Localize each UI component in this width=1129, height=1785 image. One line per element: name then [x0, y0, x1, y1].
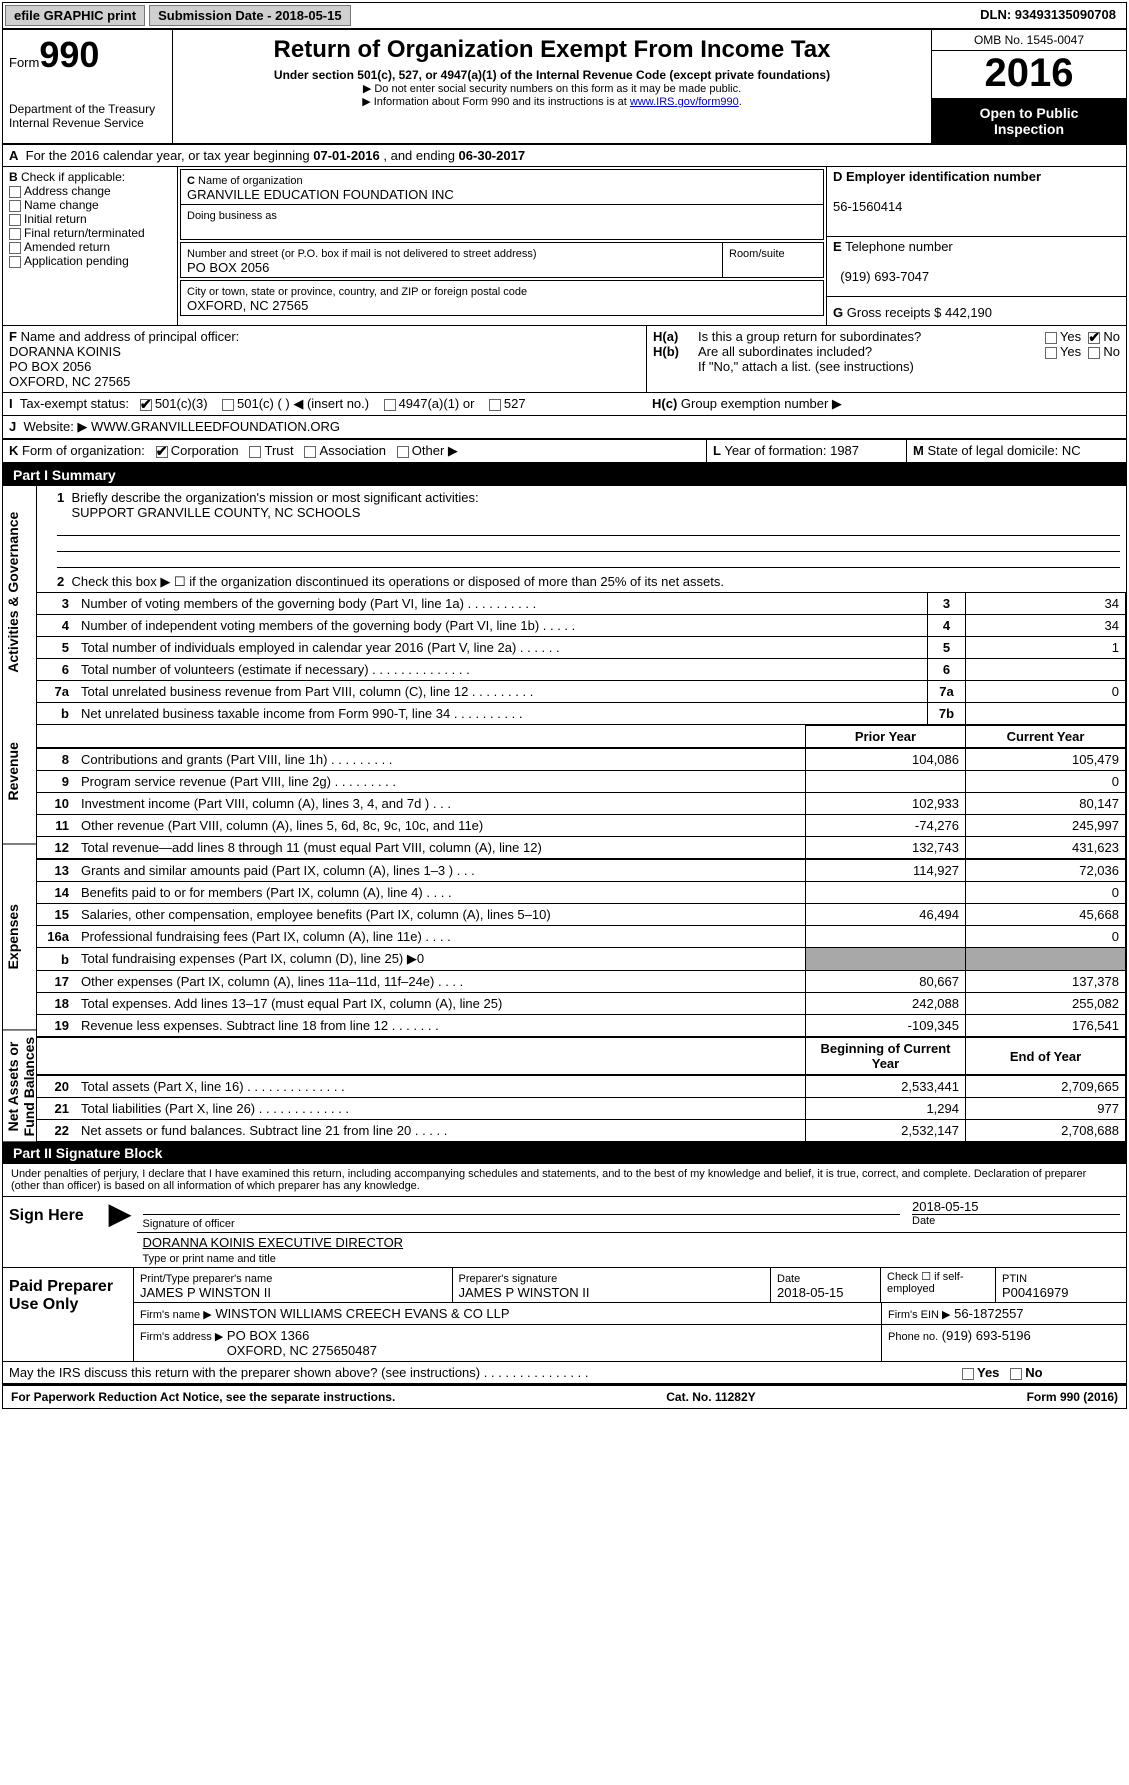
street: PO BOX 2056	[187, 260, 269, 275]
submission-date: Submission Date - 2018-05-15	[149, 5, 351, 26]
section-a: A For the 2016 calendar year, or tax yea…	[3, 145, 1126, 167]
cb-527[interactable]	[489, 399, 501, 411]
form-title: Return of Organization Exempt From Incom…	[185, 36, 919, 64]
page-footer: For Paperwork Reduction Act Notice, see …	[3, 1384, 1126, 1408]
sign-here-block: Sign Here ▶ Signature of officer 2018-05…	[3, 1197, 1126, 1268]
phone: (919) 693-7047	[840, 269, 929, 284]
top-bar: efile GRAPHIC print Submission Date - 20…	[3, 3, 1126, 30]
section-b: B Check if applicable: Address change Na…	[3, 167, 178, 325]
section-klm: K Form of organization: Corporation Trus…	[3, 440, 1126, 464]
open-to-public: Open to PublicInspection	[932, 99, 1126, 143]
form-header: Form990 Department of the Treasury Inter…	[3, 30, 1126, 145]
rev-table: 8Contributions and grants (Part VIII, li…	[37, 748, 1126, 859]
part1-header: Part I Summary	[3, 464, 1126, 486]
dept-treasury: Department of the Treasury	[9, 102, 166, 116]
net-table: 20Total assets (Part X, line 16) . . . .…	[37, 1075, 1126, 1142]
org-name: GRANVILLE EDUCATION FOUNDATION INC	[187, 187, 454, 202]
part2-header: Part II Signature Block	[3, 1142, 1126, 1164]
section-bcdefg: B Check if applicable: Address change Na…	[3, 167, 1126, 326]
section-j: J Website: ▶ WWW.GRANVILLEEDFOUNDATION.O…	[3, 416, 1126, 440]
ssn-note: ▶ Do not enter social security numbers o…	[185, 82, 919, 95]
section-i: I Tax-exempt status: 501(c)(3) 501(c) ( …	[3, 393, 1126, 416]
ein: 56-1560414	[833, 199, 902, 214]
perjury-text: Under penalties of perjury, I declare th…	[3, 1164, 1126, 1197]
tax-year: 2016	[932, 51, 1126, 99]
discuss-yes[interactable]	[962, 1368, 974, 1380]
cb-501c3[interactable]	[140, 399, 152, 411]
efile-button[interactable]: efile GRAPHIC print	[5, 5, 145, 26]
dln: DLN: 93493135090708	[972, 5, 1124, 26]
cb-initial-return[interactable]	[9, 214, 21, 226]
exp-table: 13Grants and similar amounts paid (Part …	[37, 859, 1126, 1037]
discuss-no[interactable]	[1010, 1368, 1022, 1380]
cb-name-change[interactable]	[9, 200, 21, 212]
ha-no[interactable]	[1088, 332, 1100, 344]
rev-hdr: Prior YearCurrent Year	[37, 725, 1126, 748]
form-990-page: efile GRAPHIC print Submission Date - 20…	[2, 2, 1127, 1409]
mission: SUPPORT GRANVILLE COUNTY, NC SCHOOLS	[71, 505, 360, 520]
info-note: ▶ Information about Form 990 and its ins…	[185, 95, 919, 108]
form-number: Form990	[9, 34, 166, 76]
form-subtitle: Under section 501(c), 527, or 4947(a)(1)…	[185, 68, 919, 82]
cb-other[interactable]	[397, 446, 409, 458]
discuss-row: May the IRS discuss this return with the…	[3, 1362, 1126, 1384]
cb-application-pending[interactable]	[9, 256, 21, 268]
cb-final-return[interactable]	[9, 228, 21, 240]
hb-yes[interactable]	[1045, 347, 1057, 359]
irs-label: Internal Revenue Service	[9, 116, 166, 130]
section-deg: D Employer identification number 56-1560…	[826, 167, 1126, 325]
cb-4947[interactable]	[384, 399, 396, 411]
ha-yes[interactable]	[1045, 332, 1057, 344]
cb-address-change[interactable]	[9, 186, 21, 198]
part1-body: Activities & Governance Revenue Expenses…	[3, 486, 1126, 1142]
net-hdr: Beginning of Current YearEnd of Year	[37, 1037, 1126, 1075]
cb-trust[interactable]	[249, 446, 261, 458]
website: WWW.GRANVILLEEDFOUNDATION.ORG	[91, 419, 340, 434]
cb-corp[interactable]	[156, 446, 168, 458]
section-c: C Name of organization GRANVILLE EDUCATI…	[178, 167, 826, 325]
section-fh: F Name and address of principal officer:…	[3, 326, 1126, 393]
paid-preparer-block: Paid Preparer Use Only Print/Type prepar…	[3, 1268, 1126, 1362]
gov-table: 3Number of voting members of the governi…	[37, 592, 1126, 725]
gross-receipts: 442,190	[945, 305, 992, 320]
omb-number: OMB No. 1545-0047	[932, 30, 1126, 51]
irs-link[interactable]: www.IRS.gov/form990	[630, 96, 739, 108]
cb-amended-return[interactable]	[9, 242, 21, 254]
hb-no[interactable]	[1088, 347, 1100, 359]
cb-assoc[interactable]	[304, 446, 316, 458]
cb-501c[interactable]	[222, 399, 234, 411]
city: OXFORD, NC 27565	[187, 298, 308, 313]
